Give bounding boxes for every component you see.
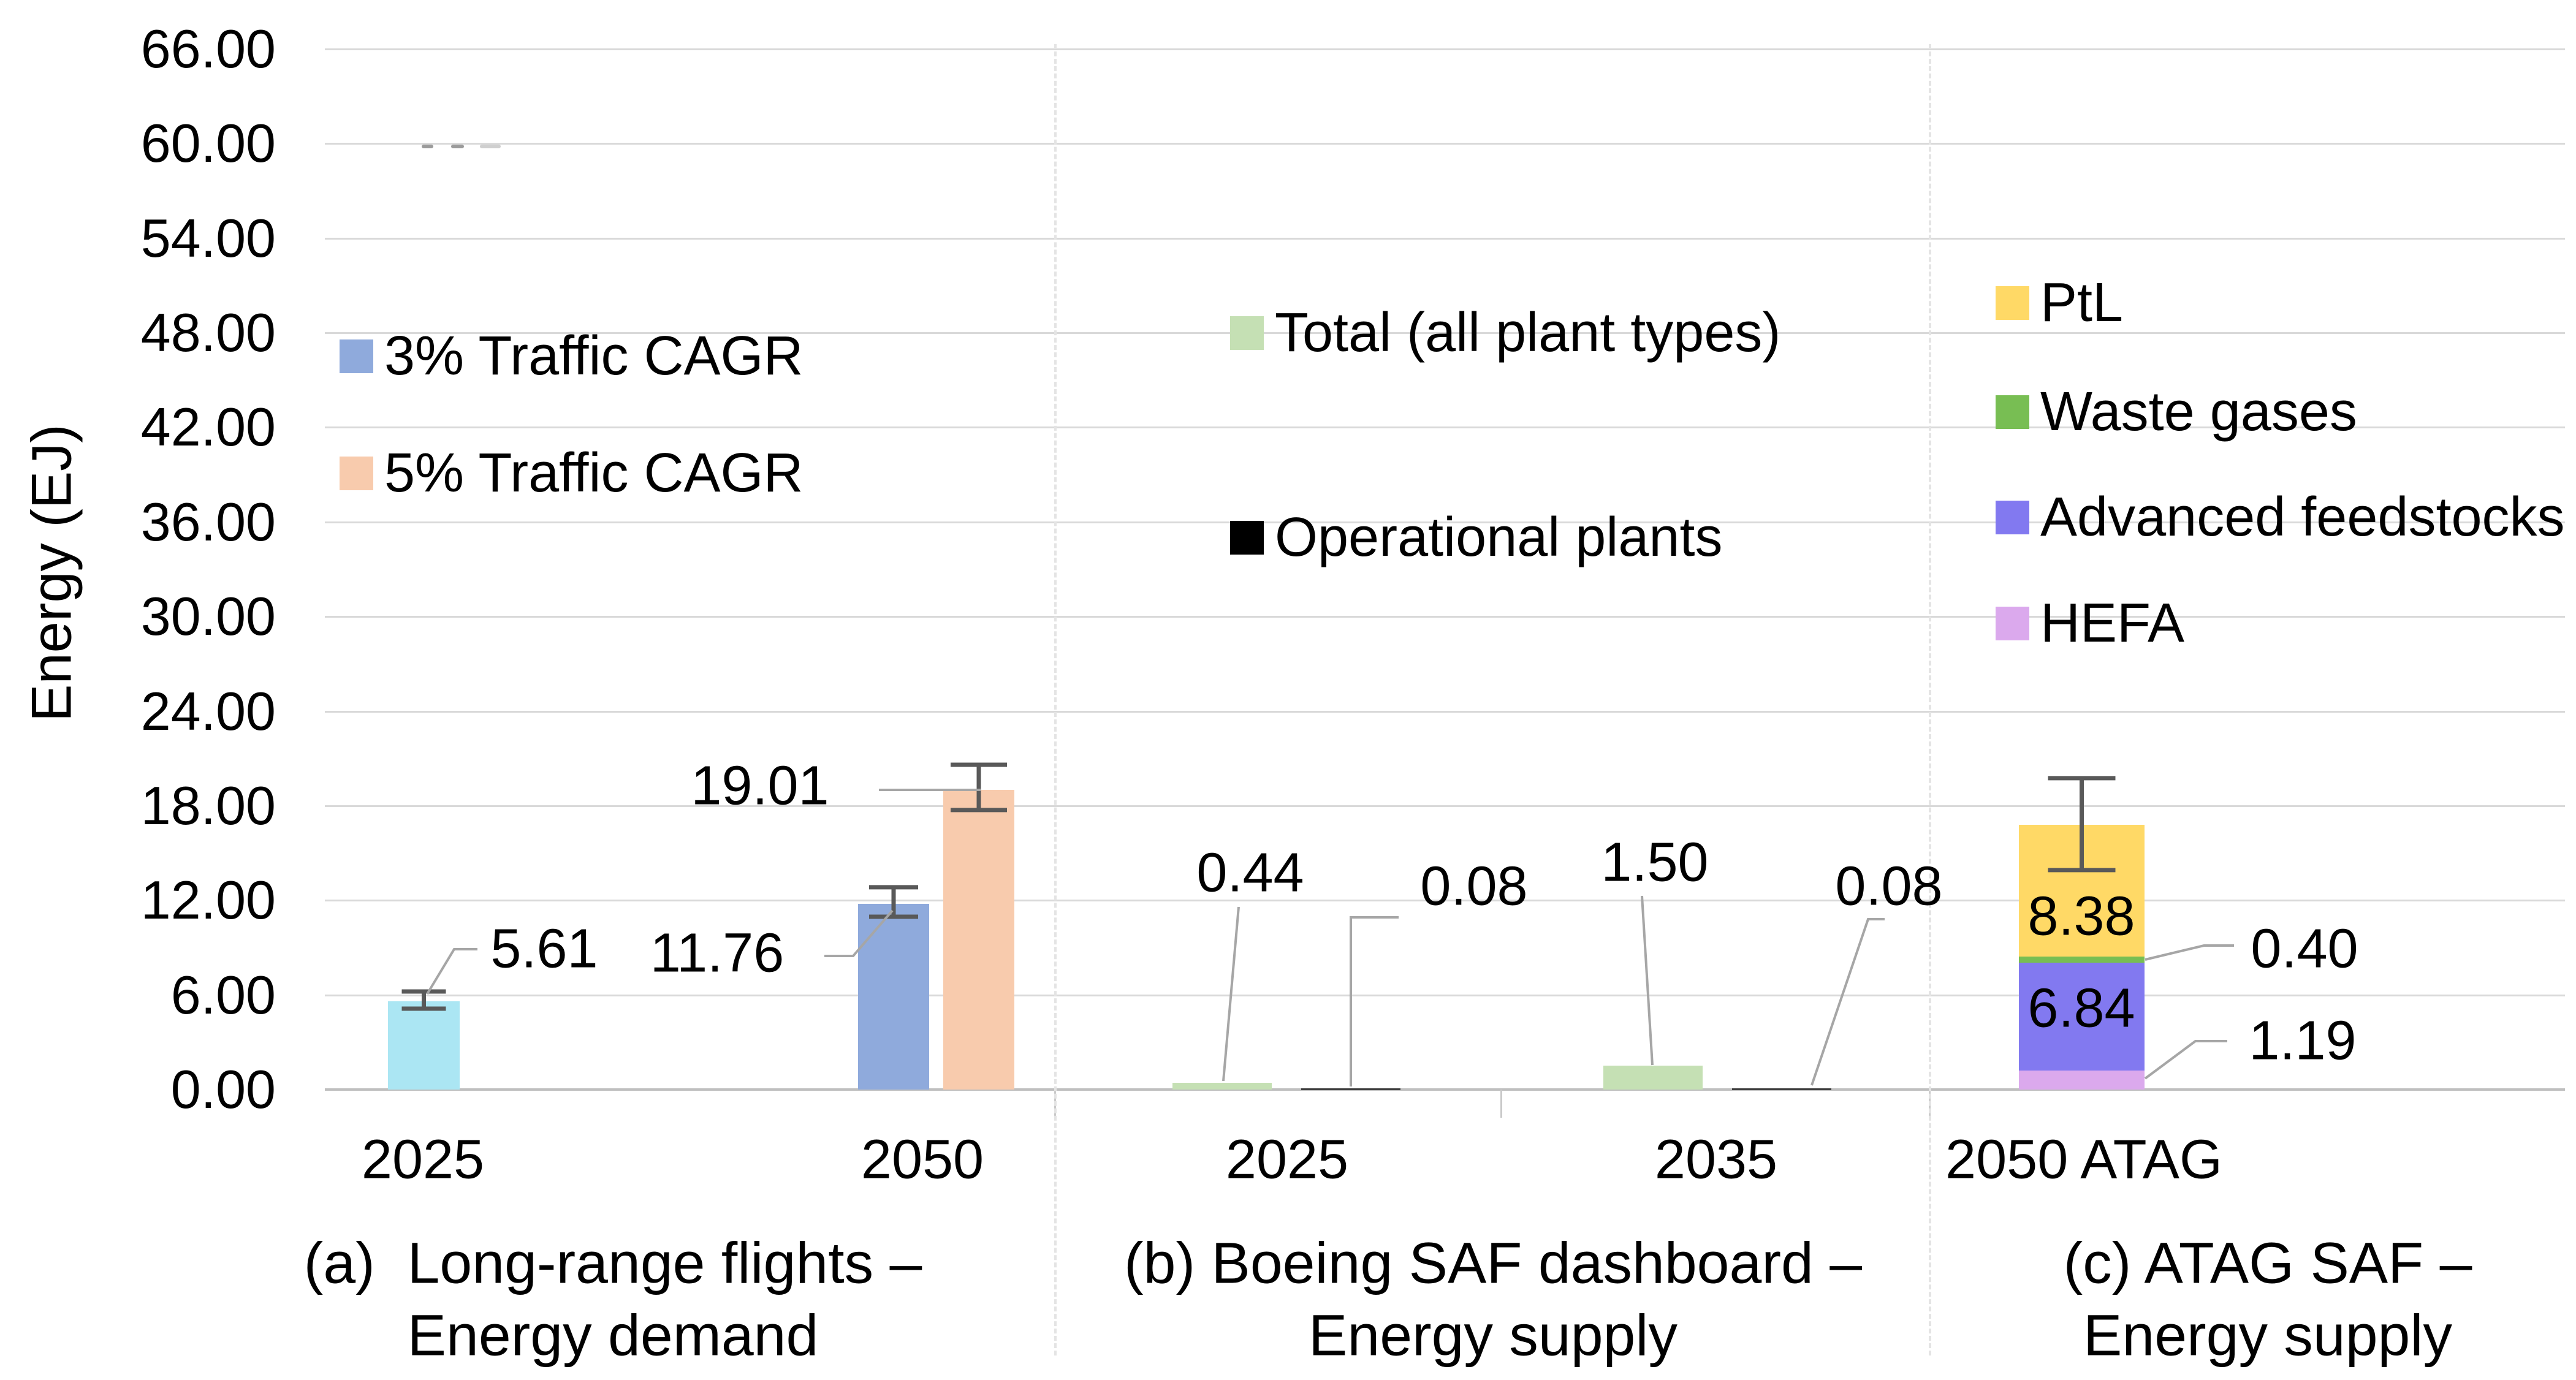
- leader-line: [1350, 916, 1399, 1086]
- panel-caption-line: (a) Long-range flights –: [303, 1230, 922, 1296]
- x-tick-label: 2035: [1654, 1129, 1778, 1191]
- y-tick-label: 0.00: [170, 1059, 276, 1120]
- legend-swatch: [1230, 316, 1264, 350]
- data-label: 0.08: [1835, 855, 1943, 917]
- bar: [943, 789, 1014, 1090]
- y-axis-title: Energy (EJ): [20, 424, 83, 722]
- data-label: 0.44: [1196, 842, 1304, 904]
- leader-line: [2144, 1040, 2227, 1080]
- gridline: [325, 48, 2565, 50]
- data-label: 6.84: [2027, 977, 2135, 1039]
- data-label: 19.01: [691, 755, 829, 817]
- legend-swatch: [340, 456, 373, 490]
- y-tick-label: 36.00: [140, 491, 276, 552]
- data-label: 0.08: [1420, 855, 1528, 917]
- ghost-artifact: [451, 145, 464, 148]
- legend-item: PtL: [1996, 271, 2123, 335]
- ghost-artifact: [422, 145, 433, 148]
- panel-caption-line: Energy supply: [1308, 1303, 1678, 1368]
- panel-caption-line: (c) ATAG SAF –: [2063, 1230, 2472, 1296]
- leader-line: [1641, 895, 1654, 1066]
- x-tick-label: 2025: [361, 1129, 485, 1191]
- y-tick-label: 54.00: [140, 207, 276, 268]
- legend-item: 5% Traffic CAGR: [340, 442, 804, 505]
- x-tick-label: 2050 ATAG: [1945, 1129, 2222, 1191]
- bar: [2019, 1071, 2145, 1090]
- axis-tick: [1500, 1090, 1502, 1118]
- y-tick-label: 30.00: [140, 586, 276, 647]
- legend-item: Waste gases: [1996, 381, 2357, 444]
- gridline: [325, 805, 2565, 807]
- gridline: [325, 521, 2565, 523]
- leader-line: [2145, 944, 2234, 961]
- y-tick-label: 6.00: [170, 964, 276, 1025]
- gridline: [325, 237, 2565, 240]
- gridline: [325, 710, 2565, 713]
- legend-label: PtL: [2040, 271, 2124, 333]
- y-tick-label: 48.00: [140, 302, 276, 363]
- data-label: 8.38: [2027, 885, 2135, 947]
- y-tick-label: 24.00: [140, 680, 276, 741]
- panel-caption-line: (b) Boeing SAF dashboard –: [1123, 1230, 1863, 1296]
- bar: [2019, 963, 2145, 1071]
- legend-label: Operational plants: [1275, 506, 1723, 568]
- gridline: [325, 616, 2565, 618]
- x-axis-line: [325, 1088, 2565, 1091]
- x-tick-label: 2025: [1225, 1129, 1349, 1191]
- data-label: 1.50: [1601, 832, 1709, 893]
- bar: [1732, 1088, 1831, 1090]
- bar: [1172, 1082, 1272, 1090]
- data-label: 1.19: [2249, 1010, 2357, 1072]
- panel-separator: [1054, 44, 1057, 1355]
- gridline: [325, 427, 2565, 429]
- y-tick-label: 60.00: [140, 113, 276, 174]
- bar: [1301, 1088, 1400, 1090]
- leader-line: [1810, 918, 1885, 1086]
- x-tick-label: 2050: [861, 1129, 984, 1191]
- legend-label: Advanced feedstocks: [2040, 486, 2565, 548]
- gridline: [325, 994, 2565, 996]
- legend-swatch: [1996, 395, 2029, 429]
- bar: [388, 1001, 460, 1090]
- legend-label: Waste gases: [2040, 381, 2357, 442]
- legend-label: 3% Traffic CAGR: [384, 325, 804, 387]
- legend-label: Total (all plant types): [1275, 301, 1781, 363]
- gridline: [325, 143, 2565, 145]
- ghost-artifact: [480, 145, 501, 148]
- bar: [858, 904, 929, 1090]
- panel-caption-line: Energy supply: [2083, 1303, 2453, 1368]
- legend-item: Advanced feedstocks: [1996, 486, 2565, 549]
- data-label: 0.40: [2251, 918, 2358, 980]
- y-tick-label: 12.00: [140, 870, 276, 931]
- legend-swatch: [1996, 286, 2029, 320]
- legend-label: HEFA: [2040, 592, 2185, 654]
- legend-swatch: [1996, 500, 2029, 534]
- y-tick-label: 18.00: [140, 775, 276, 836]
- bar: [1603, 1066, 1703, 1090]
- gridline: [325, 332, 2565, 335]
- legend-item: 3% Traffic CAGR: [340, 325, 804, 388]
- legend-swatch: [340, 339, 373, 373]
- data-label: 11.76: [650, 922, 785, 984]
- legend-label: 5% Traffic CAGR: [384, 442, 804, 504]
- leader-line: [426, 948, 477, 995]
- legend-swatch: [1996, 606, 2029, 640]
- panel-separator: [1929, 44, 1931, 1355]
- legend-swatch: [1230, 520, 1264, 555]
- legend-item: Total (all plant types): [1230, 301, 1780, 365]
- legend-item: HEFA: [1996, 592, 2184, 655]
- y-tick-label: 66.00: [140, 18, 276, 79]
- data-label: 5.61: [490, 918, 598, 980]
- panel-caption-line: Energy demand: [407, 1303, 819, 1368]
- legend-item: Operational plants: [1230, 506, 1722, 569]
- bar: [2019, 957, 2145, 963]
- gridline: [325, 900, 2565, 902]
- y-tick-label: 42.00: [140, 396, 276, 458]
